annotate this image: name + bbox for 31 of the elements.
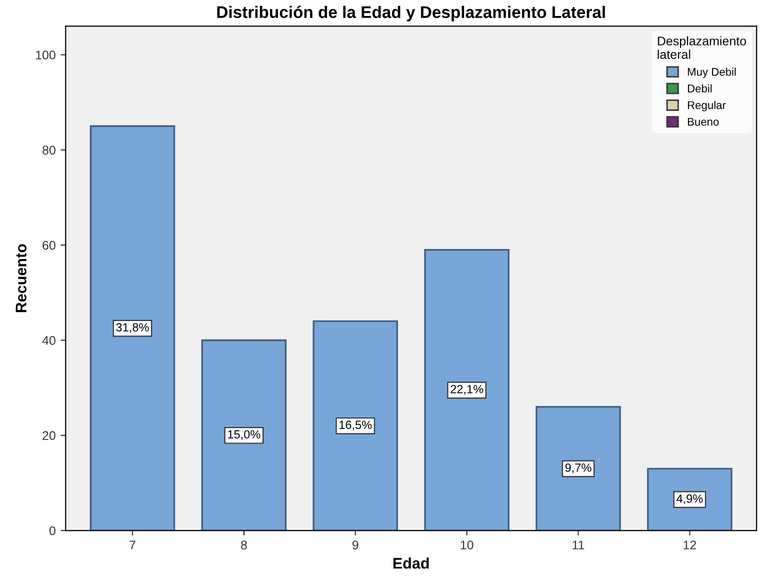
y-axis-title: Recuento xyxy=(16,244,26,312)
legend-label: Bueno xyxy=(688,118,719,126)
bar xyxy=(90,125,176,531)
annotation: 31,8% xyxy=(116,323,149,333)
bar xyxy=(312,320,398,531)
x-tick-label: 11 xyxy=(572,540,584,550)
y-tick-label: 40 xyxy=(42,336,56,345)
x-tick-label: 8 xyxy=(240,540,247,550)
x-tick-label: 10 xyxy=(460,540,474,550)
annotation: 16,5% xyxy=(340,420,372,430)
y-tick-label: 0 xyxy=(49,526,56,536)
y-tick-label: 80 xyxy=(42,146,56,155)
x-tick-label: 12 xyxy=(684,540,696,550)
annotation: 22,1% xyxy=(450,384,484,395)
y-tick-label: 100 xyxy=(36,50,56,60)
x-tick-label: 7 xyxy=(130,540,136,550)
annotation: 9,7% xyxy=(565,463,592,474)
legend-label: Regular xyxy=(688,100,726,112)
x-axis-title: Edad xyxy=(393,557,429,569)
x-tick-label: 9 xyxy=(352,540,358,550)
legend-label: Debil xyxy=(688,84,712,92)
chart-title: Distribución de la Edad y Desplazamiento Lateral xyxy=(217,6,605,22)
y-tick-label: 20 xyxy=(42,431,56,440)
legend-title: Desplazamiento lateral xyxy=(658,36,746,59)
bar xyxy=(424,249,510,531)
annotation: 15,0% xyxy=(228,430,260,440)
legend-label: Muy Debil xyxy=(688,68,736,78)
annotation: 4,9% xyxy=(676,494,703,504)
y-tick-label: 60 xyxy=(42,240,56,250)
bar xyxy=(536,406,621,531)
bar xyxy=(201,339,287,531)
